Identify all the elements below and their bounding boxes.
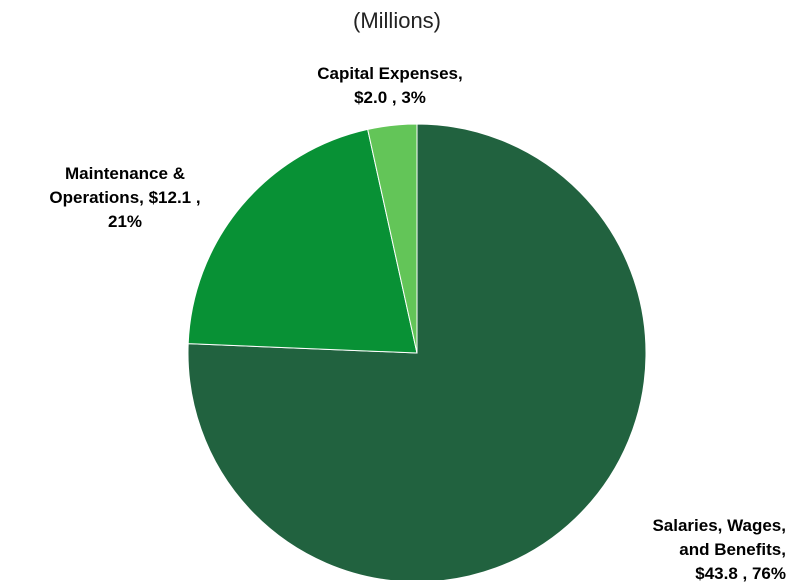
label-line: and Benefits, (679, 540, 786, 559)
label-line: $2.0 , 3% (354, 88, 426, 107)
slice-label-capital-expenses: Capital Expenses, $2.0 , 3% (260, 62, 520, 110)
slice-label-maintenance-operations: Maintenance & Operations, $12.1 , 21% (10, 162, 240, 234)
label-line: Operations, $12.1 , (49, 188, 201, 207)
chart-subtitle: (Millions) (353, 8, 441, 33)
label-line: Salaries, Wages, (652, 516, 786, 535)
label-line: Maintenance & (65, 164, 185, 183)
slice-label-salaries-wages-benefits: Salaries, Wages, and Benefits, $43.8 , 7… (560, 514, 786, 586)
pie-slice-maintenance-operations (187, 128, 418, 354)
pie-slice-capital-expenses (367, 123, 418, 354)
label-line: Capital Expenses, (317, 64, 463, 83)
label-line: 21% (107, 212, 143, 231)
label-line: $43.8 , 76% (695, 564, 786, 583)
